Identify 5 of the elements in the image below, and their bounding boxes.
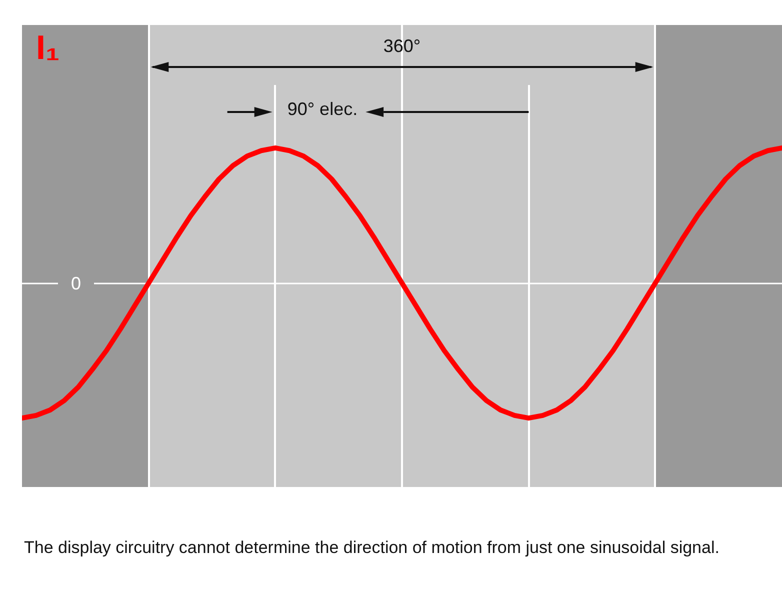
text: 90° elec. <box>287 98 358 119</box>
annotation: 0 <box>70 273 82 294</box>
text: The display circuitry cannot determine the direction of motion from just one sinusoidal signal. <box>24 537 720 559</box>
chart-title: I₁ <box>36 29 60 67</box>
text: 360° <box>383 36 421 56</box>
